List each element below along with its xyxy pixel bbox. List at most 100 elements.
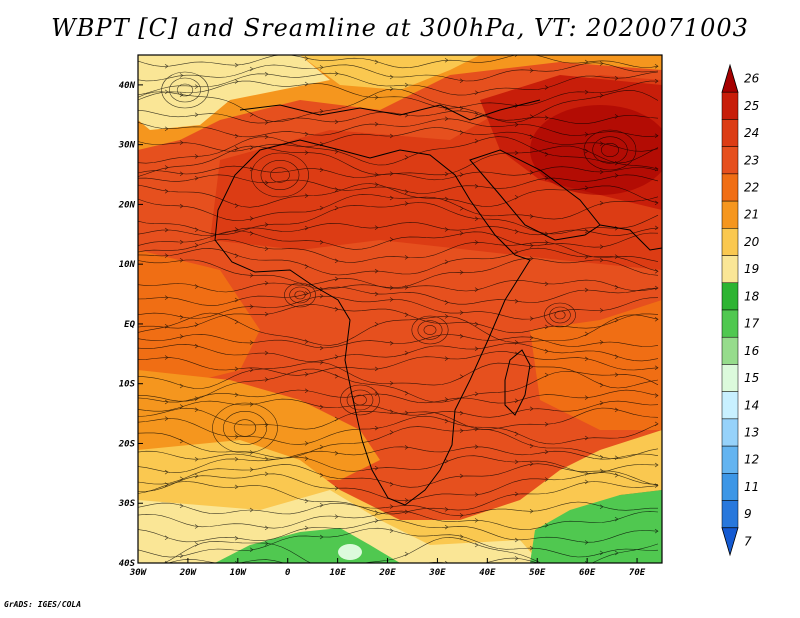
streamline-arrow (179, 314, 184, 320)
streamline-arrow (389, 381, 394, 386)
streamline-arrow (474, 346, 479, 352)
streamline-arrow (374, 322, 379, 327)
streamline-arrow (374, 59, 379, 65)
streamline-arrow (654, 63, 659, 69)
colorbar-label: 22 (744, 181, 759, 195)
streamline-arrow (584, 356, 589, 362)
streamline-arrow (179, 438, 184, 444)
streamline-arrow (319, 502, 324, 508)
streamline-arrow (544, 372, 549, 378)
streamline-arrow (194, 112, 199, 117)
streamline-arrow (334, 374, 339, 379)
colorbar-label: 12 (744, 453, 759, 467)
streamline (138, 202, 659, 235)
streamline-arrow (194, 243, 199, 248)
streamline-arrow (249, 166, 254, 172)
streamline-arrow (234, 62, 239, 68)
streamline (138, 361, 659, 389)
streamline-arrow (264, 311, 269, 317)
streamline-arrow (389, 195, 394, 201)
footer-credit: GrADS: IGES/COLA (4, 600, 82, 609)
streamline (163, 536, 659, 563)
streamline-arrow (164, 253, 169, 258)
streamline-arrow (474, 240, 479, 245)
streamline-arrow (249, 402, 254, 407)
streamline-arrow (599, 308, 604, 313)
streamline-eddy (284, 282, 316, 308)
streamline-arrow (404, 350, 409, 356)
streamline-arrow (264, 377, 269, 382)
streamline (138, 174, 659, 194)
streamline-arrow (614, 75, 619, 81)
streamline-arrow (264, 134, 269, 140)
streamline-arrow (194, 396, 199, 401)
streamline (138, 136, 659, 166)
streamline-arrow (374, 291, 379, 297)
colorbar-swatch (721, 119, 739, 147)
streamline-arrow (545, 564, 548, 568)
field-north-cool (138, 55, 330, 130)
streamline (138, 304, 659, 334)
streamline-arrow (444, 58, 449, 63)
streamline-arrow (514, 249, 519, 255)
streamline-arrow (234, 319, 239, 325)
streamline-arrow (599, 169, 604, 175)
streamline (138, 415, 659, 445)
streamline-eddy (233, 419, 257, 437)
streamline-arrow (334, 276, 339, 282)
colorbar-swatch (721, 500, 739, 529)
colorbar-swatch (721, 336, 739, 365)
streamline-arrow (459, 105, 464, 111)
streamline-arrow (654, 421, 659, 427)
streamline (138, 55, 659, 69)
streamline-eddy (592, 136, 628, 164)
streamline-arrow (304, 498, 309, 504)
streamline-arrow (599, 550, 604, 556)
streamline-arrow (599, 257, 604, 263)
streamline-arrow (374, 268, 379, 274)
streamline (138, 222, 659, 236)
streamline-arrow (584, 395, 589, 400)
streamline (138, 277, 659, 293)
streamline-arrow (459, 231, 464, 236)
streamline-arrow (164, 295, 169, 300)
colorbar-label: 14 (744, 398, 759, 412)
lat-tick-label: 20S (118, 439, 136, 449)
streamline (138, 295, 659, 320)
mediterranean-coastline (239, 99, 541, 121)
streamline-arrow (234, 366, 239, 372)
streamline-arrow (334, 451, 339, 456)
streamline (138, 333, 659, 349)
streamline-arrow (164, 535, 169, 541)
lat-tick-label: 30S (118, 499, 136, 509)
streamline-arrow (249, 547, 254, 553)
streamline-arrow (584, 185, 589, 191)
streamline-arrow (444, 105, 449, 111)
streamline-arrow (654, 393, 659, 398)
streamline-arrow (529, 335, 534, 340)
streamline-arrow (194, 456, 199, 462)
streamline-arrow (304, 193, 309, 198)
colorbar-swatch (721, 146, 739, 175)
streamline-arrow (334, 485, 339, 491)
streamline-arrow (654, 528, 659, 534)
streamline-arrow (459, 333, 464, 339)
lon-tick-label: 20W (179, 568, 198, 578)
streamline-arrow (544, 115, 549, 120)
streamline-arrow (444, 227, 449, 232)
streamline-arrow (334, 354, 339, 360)
streamline-eddy (554, 310, 566, 320)
streamline-arrow (194, 343, 199, 349)
streamline-eddy (289, 286, 311, 304)
streamline-arrow (334, 119, 339, 125)
streamline-arrow (319, 345, 324, 351)
streamline-arrow (179, 239, 184, 245)
streamline-arrow (404, 312, 409, 318)
streamline-arrow (444, 507, 449, 512)
streamline-arrow (374, 518, 379, 523)
streamline-arrow (544, 421, 549, 427)
streamline-arrow (459, 374, 464, 379)
streamline-arrow (234, 203, 239, 208)
streamline-arrow (404, 82, 409, 88)
streamline-arrow (179, 257, 184, 263)
